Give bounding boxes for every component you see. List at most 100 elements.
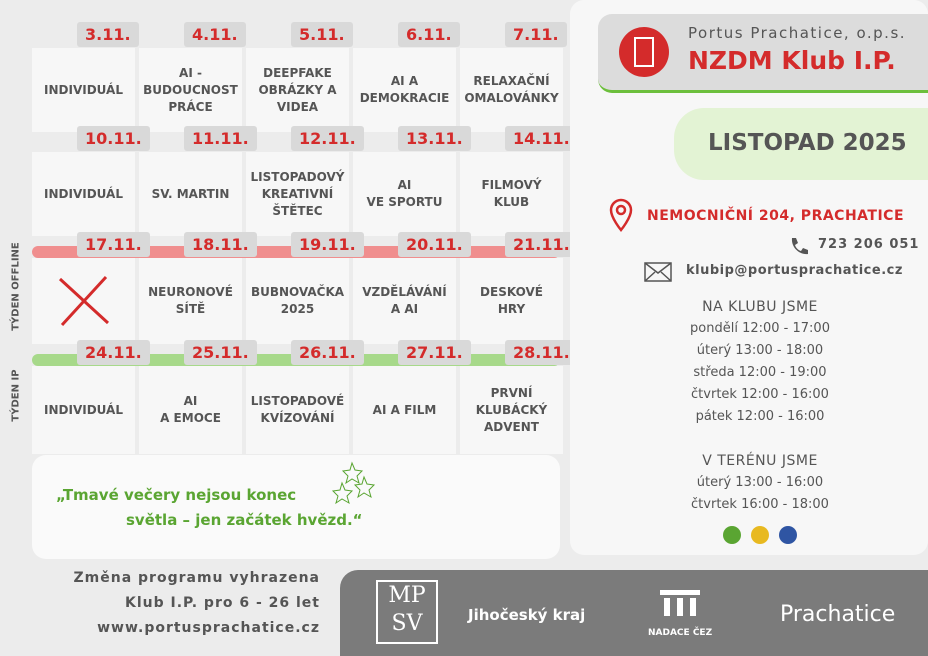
activity-line: SV. MARTIN xyxy=(151,186,230,201)
date-badge: 25.11. xyxy=(184,340,257,365)
day-cell: AI A EMOCE xyxy=(139,366,242,454)
activity-line: INDIVIDUÁL xyxy=(44,402,123,417)
week-label: TÝDEN OFFLINE xyxy=(10,242,22,331)
sponsors: MP SV Jihočeský kraj NADACE ČEZ Prachatic… xyxy=(340,570,928,656)
date-badge: 19.11. xyxy=(291,232,364,257)
quote-box: „Tmavé večery nejsou konec světla – jen … xyxy=(32,455,560,559)
activity-line: VIDEA xyxy=(276,99,319,114)
activity-line: ADVENT xyxy=(484,419,539,434)
month-box: LISTOPAD 2025 xyxy=(674,108,928,180)
date-badge: 4.11. xyxy=(184,22,246,47)
info-panel: Portus Prachatice, o.p.s. NZDM Klub I.P.… xyxy=(570,0,928,555)
activity-line: PRÁCE xyxy=(168,99,213,114)
pin-icon xyxy=(609,198,633,232)
date-badge: 24.11. xyxy=(77,340,150,365)
activity-line: KLUB xyxy=(493,195,530,209)
day-cell: VZDĚLÁVÁNÍ A AI xyxy=(353,258,456,344)
calendar: INDIVIDUÁL 3.11. AI - BUDOUCNOST PRÁCE 4.11. D… xyxy=(0,0,578,460)
hours-title: NA KLUBU JSME xyxy=(702,299,818,315)
date-badge: 20.11. xyxy=(398,232,471,257)
activity-line: OMALOVÁNKY xyxy=(464,91,559,105)
day-cell: DESKOVÉ HRY xyxy=(460,258,563,344)
day-cell: LISTOPADOVÝ KREATIVNÍ ŠTĚTEC xyxy=(246,152,349,236)
date-badge: 12.11. xyxy=(291,126,364,151)
day-cell: INDIVIDUÁL xyxy=(32,152,135,236)
title: NZDM Klub I.P. xyxy=(688,46,896,75)
phone-icon xyxy=(791,238,808,255)
day-cell: INDIVIDUÁL xyxy=(32,366,135,454)
note: Změna programu vyhrazena xyxy=(73,570,320,586)
day-cell: AI A FILM xyxy=(353,366,456,454)
town-logo: Prachatice xyxy=(780,602,896,627)
hours-line: středa 12:00 - 19:00 xyxy=(693,365,827,380)
activity-line: AI A FILM xyxy=(372,402,437,417)
stars xyxy=(331,461,376,505)
hours-line: čtvrtek 12:00 - 16:00 xyxy=(691,387,829,402)
day-cell: LISTOPADOVÉ KVÍZOVÁNÍ xyxy=(246,366,349,454)
activity-line: AI xyxy=(397,178,412,192)
mail-icon xyxy=(644,262,672,282)
quote: „Tmavé večery nejsou konec světla – jen … xyxy=(56,483,363,533)
day-cell: AI - BUDOUCNOST PRÁCE xyxy=(139,48,242,132)
activity-line: BUBNOVAČKA xyxy=(250,285,345,299)
activity-line: OBRÁZKY A xyxy=(258,82,337,97)
mpsv-logo: MP SV xyxy=(376,580,438,644)
address: NEMOCNIČNÍ 204, PRACHATICE xyxy=(647,208,905,224)
activity-line: RELAXAČNÍ xyxy=(473,74,550,88)
day-cell: SV. MARTIN xyxy=(139,152,242,236)
kraj-logo: Jihočeský kraj xyxy=(468,606,586,624)
notes: Změna programu vyhrazena Klub I.P. pro 6… xyxy=(30,566,320,641)
activity-line: AI A xyxy=(390,74,419,88)
hours-title: V TERÉNU JSME xyxy=(702,453,818,469)
activity-line: A AI xyxy=(390,302,419,316)
activity-line: LISTOPADOVÉ xyxy=(250,394,345,408)
date-badge: 3.11. xyxy=(77,22,139,47)
logo-text: SV xyxy=(391,611,423,636)
activity-line: 2025 xyxy=(280,302,315,316)
date-badge: 7.11. xyxy=(505,22,567,47)
hours-line: úterý 13:00 - 18:00 xyxy=(696,343,824,358)
cez-icon xyxy=(660,590,700,616)
hours-line: úterý 13:00 - 16:00 xyxy=(696,475,824,490)
activity-line: AI xyxy=(183,394,198,408)
date-badge: 28.11. xyxy=(505,340,578,365)
month: LISTOPAD 2025 xyxy=(708,130,907,156)
dots xyxy=(723,526,797,544)
activity-line: VZDĚLÁVÁNÍ xyxy=(362,285,447,299)
activity-line: DESKOVÉ xyxy=(480,285,543,299)
org: Portus Prachatice, o.p.s. xyxy=(688,24,907,42)
quote-line: „Tmavé večery nejsou konec xyxy=(56,486,297,504)
activity-line: LISTOPADOVÝ xyxy=(250,169,345,184)
date-badge: 13.11. xyxy=(398,126,471,151)
day-cell: PRVNÍ KLUBÁCKÝ ADVENT xyxy=(460,366,563,454)
activity-line: FILMOVÝ xyxy=(481,178,542,192)
date-badge: 18.11. xyxy=(184,232,257,257)
activity-line: KREATIVNÍ xyxy=(261,186,334,201)
date-badge: 10.11. xyxy=(77,126,150,151)
header: Portus Prachatice, o.p.s. NZDM Klub I.P. xyxy=(598,14,928,93)
activity-line: DEMOKRACIE xyxy=(359,91,450,105)
day-cell: INDIVIDUÁL xyxy=(32,48,135,132)
date-badge: 6.11. xyxy=(398,22,460,47)
activity-line: BUDOUCNOST xyxy=(143,82,238,97)
phone: 723 206 051 xyxy=(818,237,920,252)
hours: NA KLUBU JSME pondělí 12:00 - 17:00 úterý … xyxy=(670,296,850,516)
day-cell: BUBNOVAČKA 2025 xyxy=(246,258,349,344)
activity-line: DEEPFAKE xyxy=(263,65,332,80)
week-label: TÝDEN IP xyxy=(10,369,22,422)
activity-line: INDIVIDUÁL xyxy=(44,82,123,97)
date-badge: 21.11. xyxy=(505,232,578,257)
date-badge: 27.11. xyxy=(398,340,471,365)
date-badge: 5.11. xyxy=(291,22,353,47)
activity-line: PRVNÍ xyxy=(490,385,533,400)
cez-logo: NADACE ČEZ xyxy=(648,628,713,638)
activity-line: A EMOCE xyxy=(160,411,221,425)
logo xyxy=(619,27,669,77)
activity-line: NEURONOVÉ xyxy=(148,285,233,299)
date-badge: 26.11. xyxy=(291,340,364,365)
hours-line: pátek 12:00 - 16:00 xyxy=(695,409,825,424)
activity-line: ŠTĚTEC xyxy=(272,203,323,218)
day-cell xyxy=(32,258,135,344)
activity-line: HRY xyxy=(497,302,526,316)
